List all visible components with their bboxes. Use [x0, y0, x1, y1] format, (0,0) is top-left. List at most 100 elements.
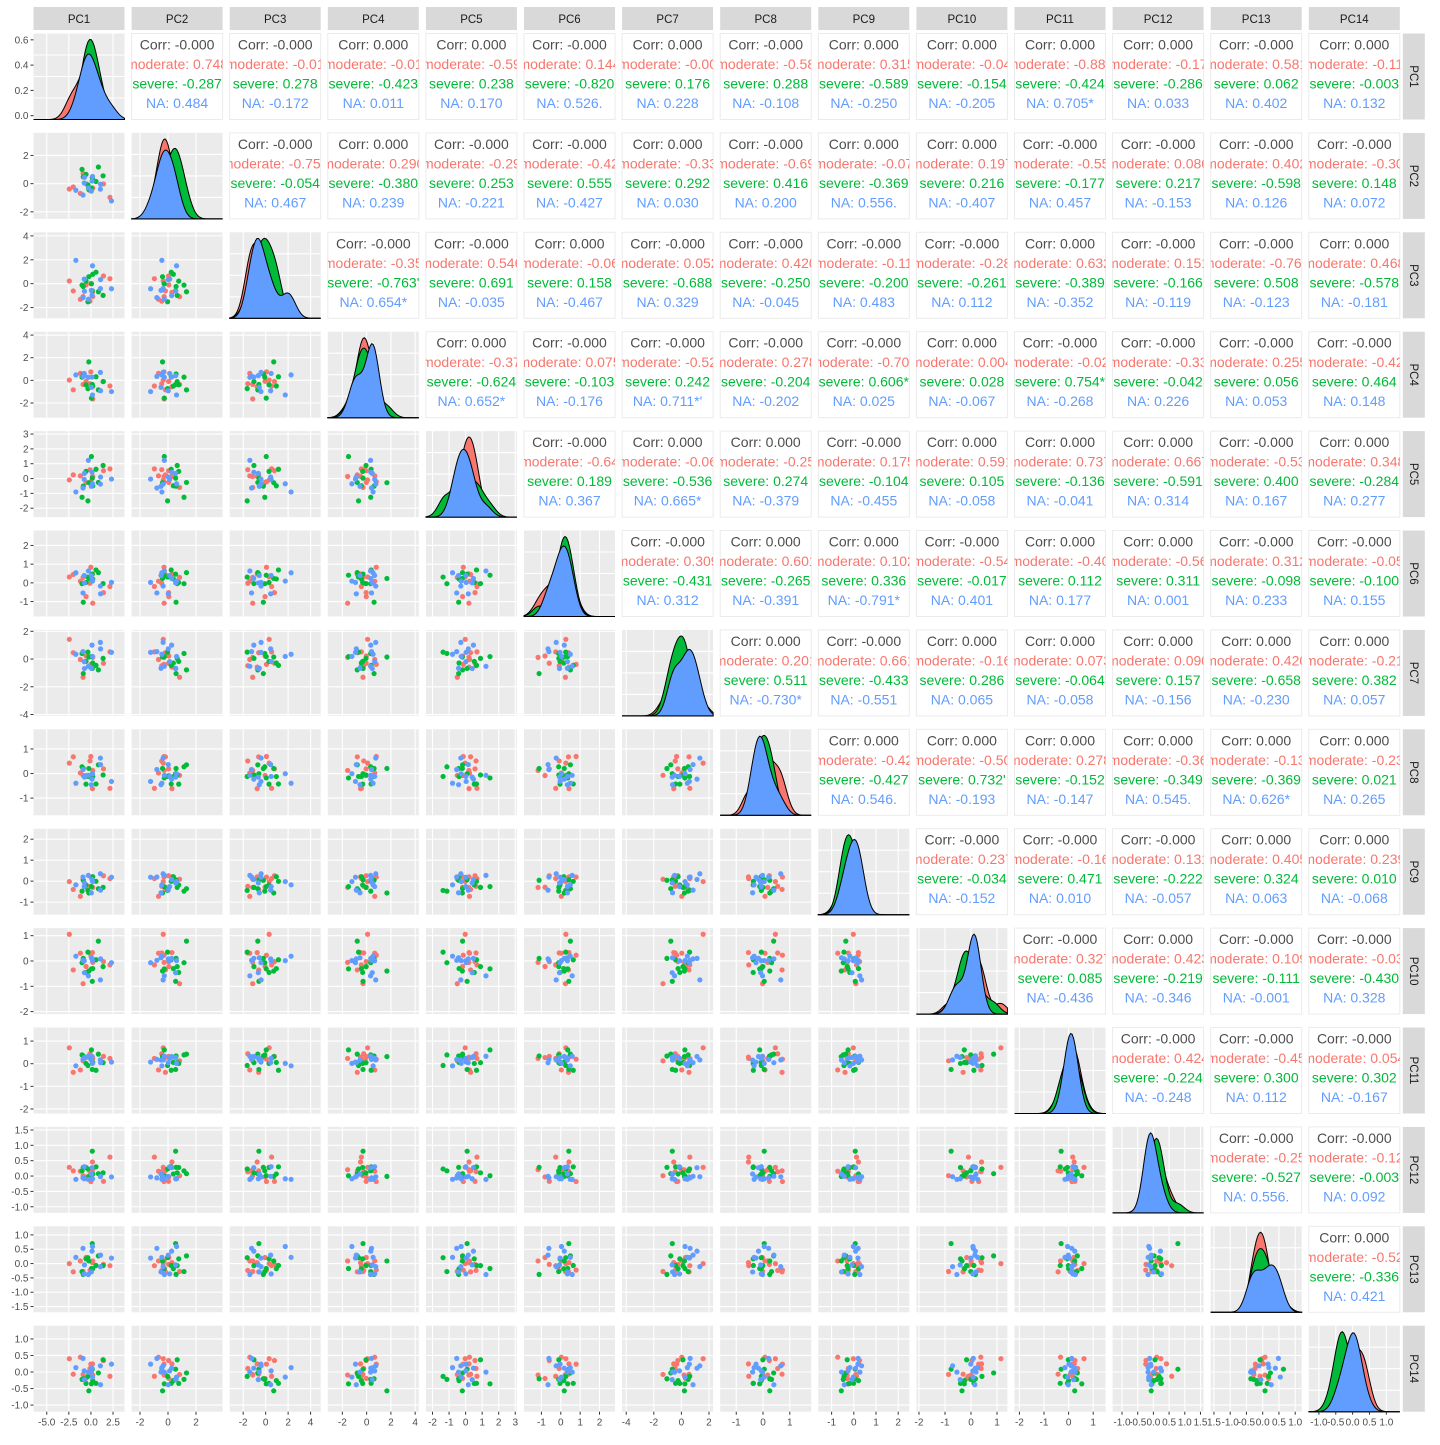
point-na — [288, 954, 293, 959]
point-severe — [1079, 1266, 1084, 1271]
point-moderate — [78, 1067, 83, 1072]
point-na — [98, 646, 103, 651]
corr-overall-label: Corr: -0.000 — [826, 235, 901, 251]
point-severe — [184, 667, 189, 672]
point-moderate — [701, 879, 706, 884]
corr-na-label: NA: 0.401 — [931, 592, 993, 608]
point-na — [971, 1356, 976, 1361]
point-severe — [264, 1173, 269, 1178]
point-na — [162, 664, 167, 669]
point-moderate — [542, 964, 547, 969]
corr-overall-label: Corr: -0.000 — [1219, 1130, 1294, 1146]
point-na — [568, 1365, 573, 1370]
point-severe — [181, 960, 186, 965]
point-na — [256, 1055, 261, 1060]
corr-overall-label: Corr: 0.000 — [829, 37, 899, 53]
point-severe — [767, 1165, 772, 1170]
point-na — [166, 888, 171, 893]
point-moderate — [573, 754, 578, 759]
point-severe — [474, 781, 479, 786]
panel-pc11-pc2 — [132, 1028, 223, 1114]
point-moderate — [773, 1165, 778, 1170]
point-na — [89, 288, 94, 293]
corr-overall-label: Corr: -0.000 — [826, 434, 901, 450]
point-moderate — [1143, 1267, 1148, 1272]
point-na — [670, 1055, 675, 1060]
point-moderate — [355, 1070, 360, 1075]
point-moderate — [364, 959, 369, 964]
point-na — [370, 1262, 375, 1267]
point-moderate — [71, 1372, 76, 1377]
point-na — [471, 643, 476, 648]
point-moderate — [166, 379, 171, 384]
point-na — [562, 1054, 567, 1059]
point-na — [82, 573, 87, 578]
point-na — [258, 389, 263, 394]
point-severe — [274, 483, 279, 488]
point-severe — [176, 1256, 181, 1261]
point-na — [570, 1370, 575, 1375]
point-moderate — [535, 1258, 540, 1263]
point-severe — [465, 979, 470, 984]
strip-right-pc5: PC5 — [1403, 431, 1425, 517]
point-moderate — [468, 1269, 473, 1274]
strip-label: PC8 — [755, 14, 777, 26]
point-na — [86, 568, 91, 573]
point-na — [697, 871, 702, 876]
point-na — [682, 1374, 687, 1379]
point-na — [1149, 1253, 1154, 1258]
point-na — [109, 1255, 114, 1260]
point-na — [568, 781, 573, 786]
point-na — [690, 1253, 695, 1258]
point-severe — [664, 956, 669, 961]
point-severe — [173, 1067, 178, 1072]
point-severe — [184, 570, 189, 575]
point-moderate — [746, 1154, 751, 1159]
point-na — [450, 781, 455, 786]
point-na — [370, 666, 375, 671]
point-severe — [568, 939, 573, 944]
point-na — [454, 1356, 459, 1361]
corr-overall-label: Corr: 0.000 — [1319, 633, 1389, 649]
corr-severe-label: severe: -0.427 — [819, 771, 909, 787]
corr-moderate-label: moderate: -0.05 — [1305, 553, 1404, 569]
point-na — [82, 880, 87, 885]
point-moderate — [998, 1045, 1003, 1050]
point-na — [162, 1054, 167, 1059]
corr-moderate-label: moderate: 0.144 — [519, 56, 621, 72]
point-moderate — [359, 1154, 364, 1159]
point-na — [369, 649, 374, 654]
point-na — [1066, 1253, 1071, 1258]
point-severe — [276, 374, 281, 379]
point-severe — [359, 874, 364, 879]
corr-severe-label: severe: -0.389 — [1015, 274, 1105, 290]
point-na — [154, 1246, 159, 1251]
point-severe — [460, 1388, 465, 1393]
point-na — [89, 777, 94, 782]
corr-moderate-label: moderate: -0.21 — [1305, 652, 1404, 668]
point-severe — [169, 1068, 174, 1073]
x-tick-label: 0 — [263, 1418, 269, 1429]
corr-na-label: NA: 0.711*' — [633, 393, 702, 409]
panel-pc12-pc5 — [426, 1127, 517, 1213]
point-severe — [845, 964, 850, 969]
strip-label: PC2 — [166, 14, 188, 26]
corr-overall-label: Corr: 0.000 — [1025, 633, 1095, 649]
point-moderate — [474, 1154, 479, 1159]
point-severe — [184, 289, 189, 294]
point-na — [559, 1244, 564, 1249]
point-na — [464, 1362, 469, 1367]
point-na — [82, 1377, 87, 1382]
corr-severe-label: severe: 0.336 — [821, 573, 906, 589]
strip-right-pc14: PC14 — [1403, 1326, 1425, 1412]
point-severe — [478, 1263, 483, 1268]
corr-na-label: NA: -0.791* — [828, 592, 901, 608]
